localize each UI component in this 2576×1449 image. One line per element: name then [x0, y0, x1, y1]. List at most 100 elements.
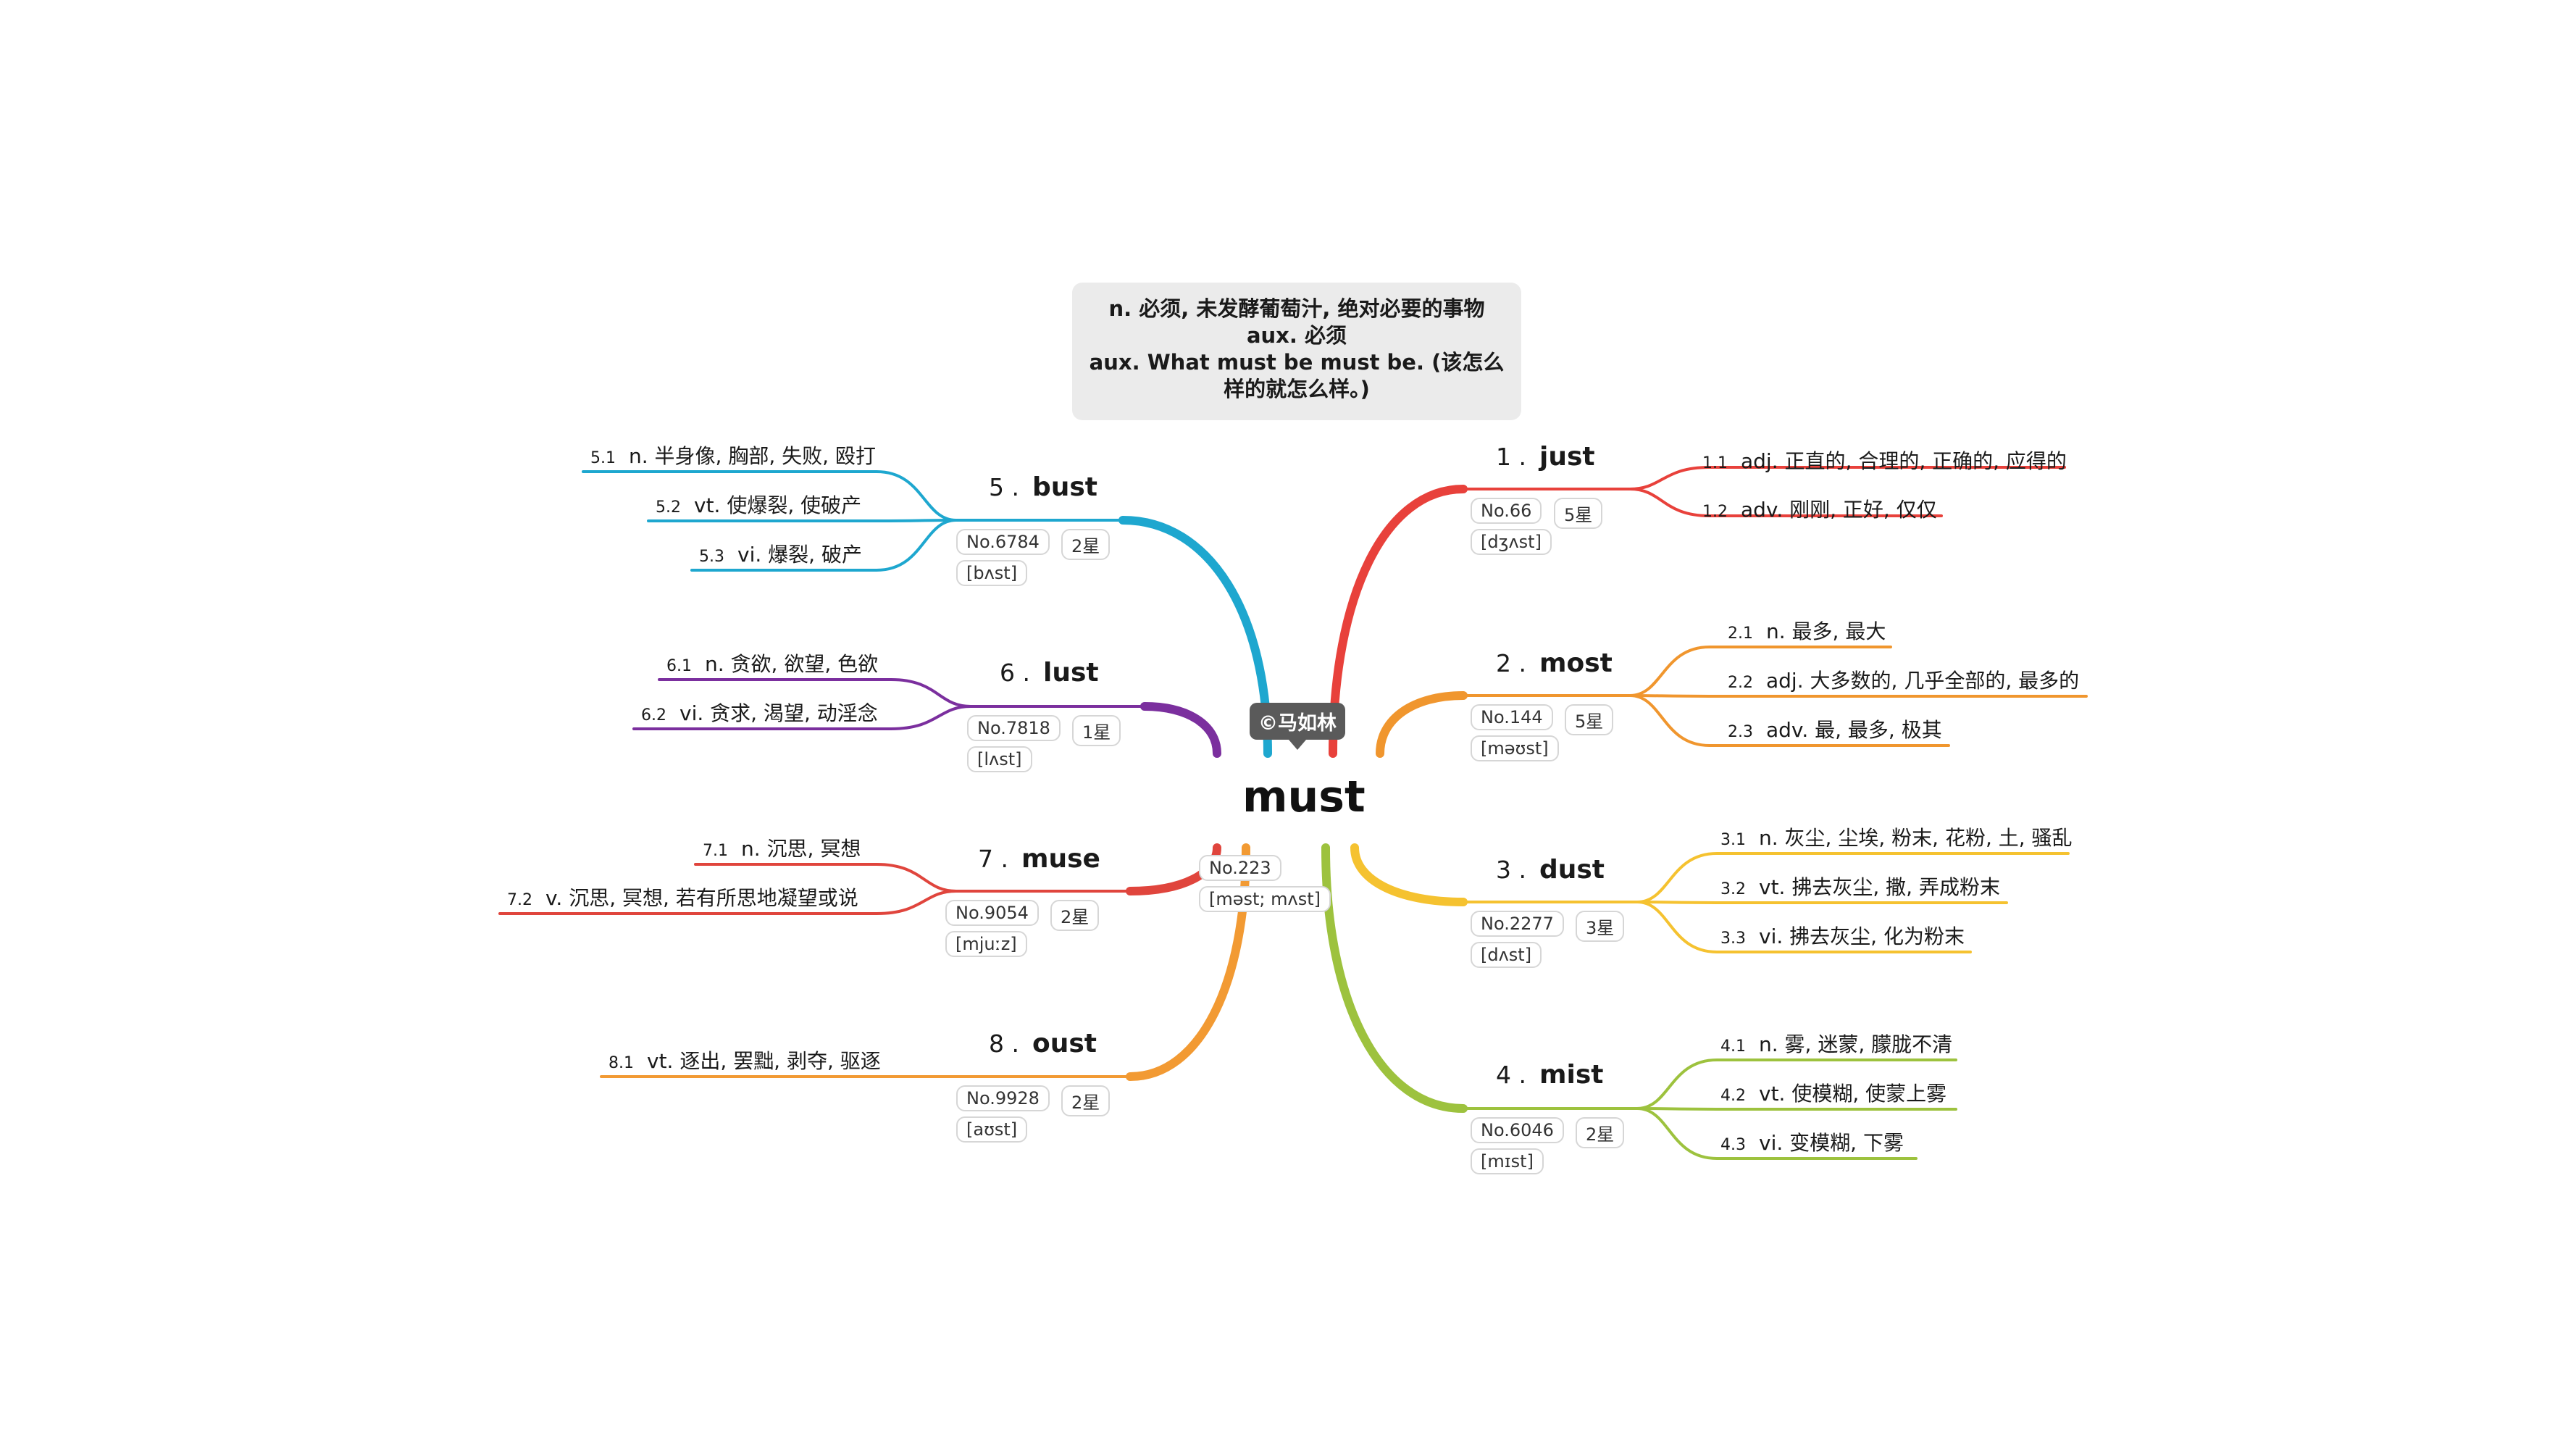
- branch-word-bust[interactable]: 5 . bust: [989, 472, 1097, 502]
- branch-word-oust[interactable]: 8 . oust: [989, 1029, 1097, 1058]
- branch-word-just[interactable]: 1 . just: [1496, 442, 1595, 472]
- definition-text: adv. 刚刚, 正好, 仅仅: [1741, 498, 1937, 522]
- definition-text: vi. 变模糊, 下雾: [1759, 1131, 1904, 1155]
- star-rating-tag: 1星: [1072, 715, 1121, 746]
- definition-number: 8.1: [609, 1054, 634, 1072]
- definition-number: 4.2: [1720, 1087, 1746, 1105]
- definition-item[interactable]: 3.2 vt. 拂去灰尘, 撒, 弄成粉末: [1720, 872, 2000, 901]
- branch-word-label: lust: [1042, 658, 1099, 688]
- branch-word-lust[interactable]: 6 . lust: [1000, 658, 1099, 688]
- branch-index: 8 .: [989, 1030, 1019, 1058]
- definition-text: vt. 使爆裂, 使破产: [694, 493, 862, 517]
- definition-item[interactable]: 2.3 adv. 最, 最多, 极其: [1728, 714, 1942, 743]
- phonetic-tag: [dʌst]: [1471, 942, 1542, 968]
- central-phonetic-tag: [məst; mʌst]: [1199, 886, 1331, 912]
- frequency-tag: No.9928: [956, 1085, 1050, 1111]
- note-line-3: aux. What must be must be. (该怎么样的就怎么样。): [1089, 350, 1505, 401]
- branch-connector: [1636, 852, 2070, 903]
- branch-connector: [658, 678, 972, 708]
- central-frequency-tag: No.223: [1199, 855, 1281, 881]
- frequency-tag: No.66: [1471, 498, 1542, 524]
- definition-text: vt. 逐出, 罢黜, 剥夺, 驱逐: [647, 1049, 881, 1073]
- branch-word-label: just: [1539, 442, 1595, 472]
- definition-number: 2.2: [1728, 674, 1753, 692]
- phonetic-tag: [aʊst]: [956, 1116, 1028, 1143]
- definition-number: 4.3: [1720, 1136, 1746, 1154]
- branch-word-mist[interactable]: 4 . mist: [1496, 1060, 1603, 1090]
- definition-text: n. 最多, 最大: [1766, 619, 1886, 643]
- phonetic-tag: [məʊst]: [1471, 735, 1559, 761]
- definition-text: n. 贪欲, 欲望, 色欲: [705, 652, 879, 676]
- branch-word-label: most: [1539, 648, 1613, 678]
- note-line-2: aux. 必须: [1246, 323, 1347, 348]
- central-topic[interactable]: must: [1242, 772, 1366, 822]
- branch-word-dust[interactable]: 3 . dust: [1496, 855, 1605, 885]
- phonetic-tag: [dʒʌst]: [1471, 529, 1552, 555]
- branch-index: 4 .: [1496, 1061, 1526, 1089]
- definition-item[interactable]: 8.1 vt. 逐出, 罢黜, 剥夺, 驱逐: [609, 1045, 881, 1074]
- definition-number: 1.2: [1702, 503, 1728, 521]
- definition-text: n. 灰尘, 尘埃, 粉末, 花粉, 土, 骚乱: [1759, 826, 2073, 850]
- star-rating-tag: 2星: [1061, 1085, 1111, 1116]
- phonetic-tag: [bʌst]: [956, 560, 1028, 586]
- definition-item[interactable]: 7.1 n. 沉思, 冥想: [703, 833, 861, 862]
- definition-text: n. 雾, 迷蒙, 朦胧不清: [1759, 1032, 1953, 1056]
- definition-item[interactable]: 1.1 adj. 正直的, 合理的, 正确的, 应得的: [1702, 446, 2067, 475]
- star-rating-tag: 5星: [1554, 498, 1603, 529]
- frequency-tag: No.144: [1471, 704, 1553, 730]
- definition-number: 6.1: [666, 657, 692, 675]
- definition-number: 2.1: [1728, 625, 1753, 643]
- star-rating-tag: 5星: [1565, 704, 1614, 735]
- definition-item[interactable]: 5.1 n. 半身像, 胸部, 失败, 殴打: [590, 440, 876, 469]
- branch-index: 7 .: [978, 845, 1008, 873]
- branch-word-most[interactable]: 2 . most: [1496, 648, 1613, 678]
- definition-number: 4.1: [1720, 1037, 1746, 1056]
- definition-item[interactable]: 1.2 adv. 刚刚, 正好, 仅仅: [1702, 494, 1937, 523]
- branch-connector: [1628, 694, 1950, 747]
- branch-connector: [647, 519, 958, 522]
- definition-item[interactable]: 6.1 n. 贪欲, 欲望, 色欲: [666, 648, 878, 677]
- definition-item[interactable]: 5.3 vi. 爆裂, 破产: [699, 539, 862, 568]
- branch-connector: [582, 470, 958, 522]
- branch-connector: [632, 705, 972, 730]
- star-rating-tag: 3星: [1576, 911, 1625, 942]
- definition-item[interactable]: 4.3 vi. 变模糊, 下雾: [1720, 1127, 1904, 1156]
- definition-item[interactable]: 4.1 n. 雾, 迷蒙, 朦胧不清: [1720, 1029, 1952, 1058]
- frequency-tag: No.6784: [956, 529, 1050, 555]
- definition-item[interactable]: 2.1 n. 最多, 最大: [1728, 616, 1886, 645]
- branch-connector: [1628, 466, 2066, 490]
- branch-index: 3 .: [1496, 856, 1526, 884]
- definition-item[interactable]: 7.2 v. 沉思, 冥想, 若有所思地凝望或说: [507, 882, 858, 911]
- definition-text: vt. 使模糊, 使蒙上雾: [1759, 1082, 1947, 1106]
- definition-number: 3.2: [1720, 880, 1746, 898]
- star-rating-tag: 2星: [1576, 1117, 1625, 1148]
- branch-index: 6 .: [1000, 659, 1030, 687]
- branch-connector: [1329, 485, 1468, 758]
- center-definition-note: n. 必须, 未发酵葡萄汁, 绝对必要的事物 aux. 必须 aux. What…: [1072, 283, 1521, 420]
- definition-item[interactable]: 2.2 adj. 大多数的, 几乎全部的, 最多的: [1728, 665, 2079, 694]
- branch-word-muse[interactable]: 7 . muse: [978, 844, 1100, 874]
- definition-item[interactable]: 3.1 n. 灰尘, 尘埃, 粉末, 花粉, 土, 骚乱: [1720, 822, 2073, 851]
- definition-number: 6.2: [641, 706, 666, 724]
- branch-index: 2 .: [1496, 649, 1526, 677]
- definition-text: vi. 爆裂, 破产: [737, 543, 862, 567]
- definition-number: 5.3: [699, 548, 724, 566]
- branch-word-label: mist: [1539, 1060, 1604, 1090]
- definition-item[interactable]: 5.2 vt. 使爆裂, 使破产: [656, 490, 861, 519]
- phonetic-tag: [mjuːz]: [945, 931, 1027, 957]
- branch-connector: [1140, 702, 1221, 758]
- definition-item[interactable]: 3.3 vi. 拂去灰尘, 化为粉末: [1720, 921, 1965, 950]
- definition-text: n. 半身像, 胸部, 失败, 殴打: [629, 444, 876, 468]
- branch-connector: [1636, 901, 1972, 953]
- definition-item[interactable]: 6.2 vi. 贪求, 渴望, 动淫念: [641, 698, 878, 727]
- branch-connector: [694, 863, 958, 893]
- frequency-tag: No.9054: [945, 900, 1039, 926]
- definition-text: vi. 拂去灰尘, 化为粉末: [1759, 924, 1965, 948]
- definition-number: 2.3: [1728, 723, 1753, 741]
- branch-word-label: dust: [1539, 855, 1605, 885]
- branch-connector: [1350, 843, 1468, 906]
- frequency-tag: No.2277: [1471, 911, 1564, 937]
- definition-item[interactable]: 4.2 vt. 使模糊, 使蒙上雾: [1720, 1078, 1946, 1107]
- note-line-1: n. 必须, 未发酵葡萄汁, 绝对必要的事物: [1108, 296, 1485, 321]
